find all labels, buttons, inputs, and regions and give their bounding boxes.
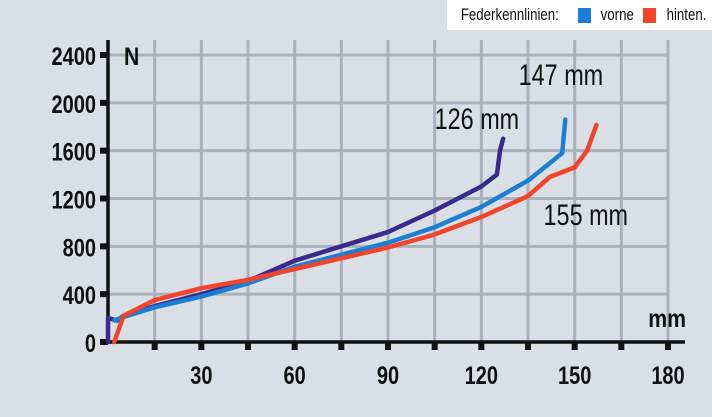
x-tick-label: 120 (465, 362, 498, 390)
x-axis-label: mm (648, 304, 686, 332)
y-tick-mark (100, 147, 108, 154)
grid (108, 40, 670, 342)
y-tick-mark (100, 195, 108, 202)
x-tick-label: 30 (190, 362, 212, 390)
x-tick-label: 180 (651, 362, 684, 390)
x-tick-mark (571, 342, 578, 350)
x-tick-mark (198, 342, 205, 350)
series (105, 117, 599, 345)
curve-annotation: 126 mm (435, 102, 519, 135)
series-line-2 (111, 117, 568, 323)
legend-title: Federkennlinien: (460, 5, 559, 24)
curve-annotation: 147 mm (519, 58, 603, 91)
y-tick-label: 400 (63, 282, 96, 310)
legend: Federkennlinien: vorne hinten. (447, 0, 712, 30)
x-tick-label: 150 (558, 362, 591, 390)
series-line-3 (111, 122, 599, 345)
x-tick-mark (245, 342, 251, 350)
x-tick-mark (525, 342, 531, 350)
legend-swatch-hinten (643, 7, 656, 23)
axes: 0 400 800 1200 1600 2000 2400 30 60 90 120 150 180 Nm… (52, 40, 686, 390)
x-tick-mark (665, 342, 671, 350)
x-tick-label: 60 (284, 362, 306, 390)
legend-label-vorne: vorne (600, 5, 634, 24)
legend-swatch-vorne (577, 7, 591, 23)
series-line-1 (105, 136, 506, 345)
x-tick-mark (478, 342, 485, 350)
x-tick-mark (618, 342, 625, 350)
y-tick-label: 800 (63, 234, 96, 262)
curve-annotation: 155 mm (544, 198, 628, 231)
y-tick-label: 1600 (52, 139, 96, 167)
y-tick-label: 1200 (52, 186, 96, 214)
x-tick-mark (291, 342, 298, 350)
x-tick-label: 90 (377, 362, 399, 390)
y-tick-label: 0 (85, 330, 96, 358)
y-axis-label: N (124, 42, 139, 70)
y-tick-mark (100, 339, 108, 345)
y-tick-mark (100, 243, 108, 250)
x-tick-mark (151, 342, 158, 350)
y-tick-label: 2000 (52, 91, 96, 119)
y-tick-mark (100, 99, 108, 106)
legend-label-hinten: hinten. (666, 5, 707, 24)
y-tick-label: 2400 (52, 43, 96, 71)
x-tick-mark (431, 342, 438, 350)
y-tick-mark (100, 291, 108, 298)
y-tick-mark (100, 52, 108, 58)
x-tick-mark (385, 342, 391, 350)
x-tick-mark (338, 342, 345, 350)
